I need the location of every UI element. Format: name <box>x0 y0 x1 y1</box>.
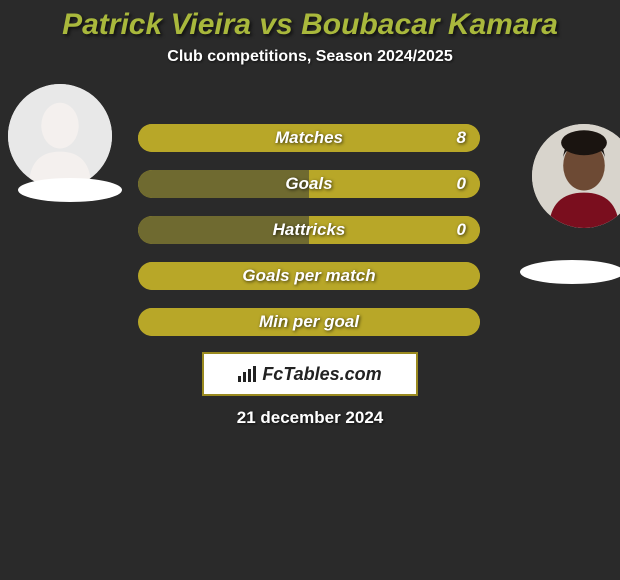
bar-value-right: 8 <box>457 128 466 148</box>
bar-value-right: 0 <box>457 174 466 194</box>
bar-label: Goals <box>138 174 480 194</box>
page-title: Patrick Vieira vs Boubacar Kamara <box>0 0 620 42</box>
bar-label: Min per goal <box>138 312 480 332</box>
stat-bar: Min per goal <box>138 308 480 336</box>
bar-label: Goals per match <box>138 266 480 286</box>
stat-bars: Matches8Goals0Hattricks0Goals per matchM… <box>138 124 480 354</box>
stat-bar: Matches8 <box>138 124 480 152</box>
brand-text: FcTables.com <box>238 364 381 385</box>
brand-label: FcTables.com <box>262 364 381 385</box>
page-subtitle: Club competitions, Season 2024/2025 <box>0 48 620 66</box>
avatar-placeholder-icon <box>8 84 112 188</box>
chart-icon <box>238 366 258 382</box>
player-right-shadow <box>520 260 620 284</box>
date-text: 21 december 2024 <box>0 408 620 428</box>
bar-label: Matches <box>138 128 480 148</box>
bar-label: Hattricks <box>138 220 480 240</box>
stat-bar: Hattricks0 <box>138 216 480 244</box>
avatar-player-icon <box>532 124 620 228</box>
player-right-avatar <box>532 124 620 228</box>
stat-bar: Goals0 <box>138 170 480 198</box>
bar-value-right: 0 <box>457 220 466 240</box>
player-left-avatar <box>8 84 112 188</box>
stat-bar: Goals per match <box>138 262 480 290</box>
player-left-shadow <box>18 178 122 202</box>
brand-box: FcTables.com <box>202 352 418 396</box>
